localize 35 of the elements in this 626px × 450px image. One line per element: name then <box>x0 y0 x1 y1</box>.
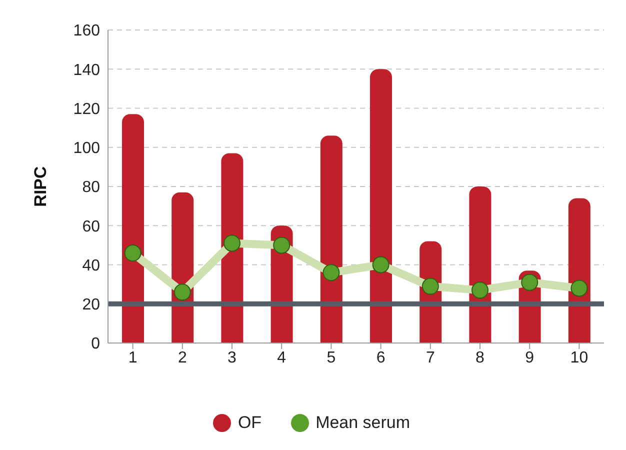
y-axis-title: RIPC <box>31 166 50 207</box>
x-tick-label: 9 <box>525 349 534 366</box>
point <box>521 274 538 291</box>
y-tick-label: 120 <box>73 100 100 118</box>
y-tick-label: 60 <box>82 218 100 236</box>
legend-label: Mean serum <box>314 413 410 433</box>
y-tick-label: 0 <box>91 336 100 353</box>
point <box>174 284 191 301</box>
point <box>322 264 340 282</box>
y-tick-label: 20 <box>82 296 100 314</box>
bar <box>122 114 144 343</box>
x-tick-label: 8 <box>476 349 485 366</box>
bar <box>320 136 342 343</box>
x-tick-label: 6 <box>376 349 386 366</box>
point <box>124 244 142 262</box>
x-tick-label: 2 <box>178 349 187 366</box>
y-tick-label: 160 <box>73 22 100 40</box>
y-tick-label: 100 <box>73 140 100 158</box>
x-tick-label: 7 <box>426 349 435 366</box>
x-tick-label: 10 <box>570 349 588 366</box>
y-tick-label: 40 <box>82 257 100 274</box>
point <box>570 280 588 297</box>
point <box>372 256 390 274</box>
point <box>273 236 290 254</box>
x-tick-label: 5 <box>326 349 336 366</box>
legend-label: OF <box>236 413 262 433</box>
x-tick-label: 3 <box>228 349 237 366</box>
x-tick-label: 4 <box>277 349 286 366</box>
point <box>422 278 439 295</box>
point <box>224 234 240 252</box>
y-tick-label: 140 <box>73 62 100 79</box>
y-tick-label: 80 <box>82 179 100 196</box>
point <box>472 282 488 299</box>
bar <box>370 69 392 343</box>
x-tick-label: 1 <box>128 349 138 366</box>
